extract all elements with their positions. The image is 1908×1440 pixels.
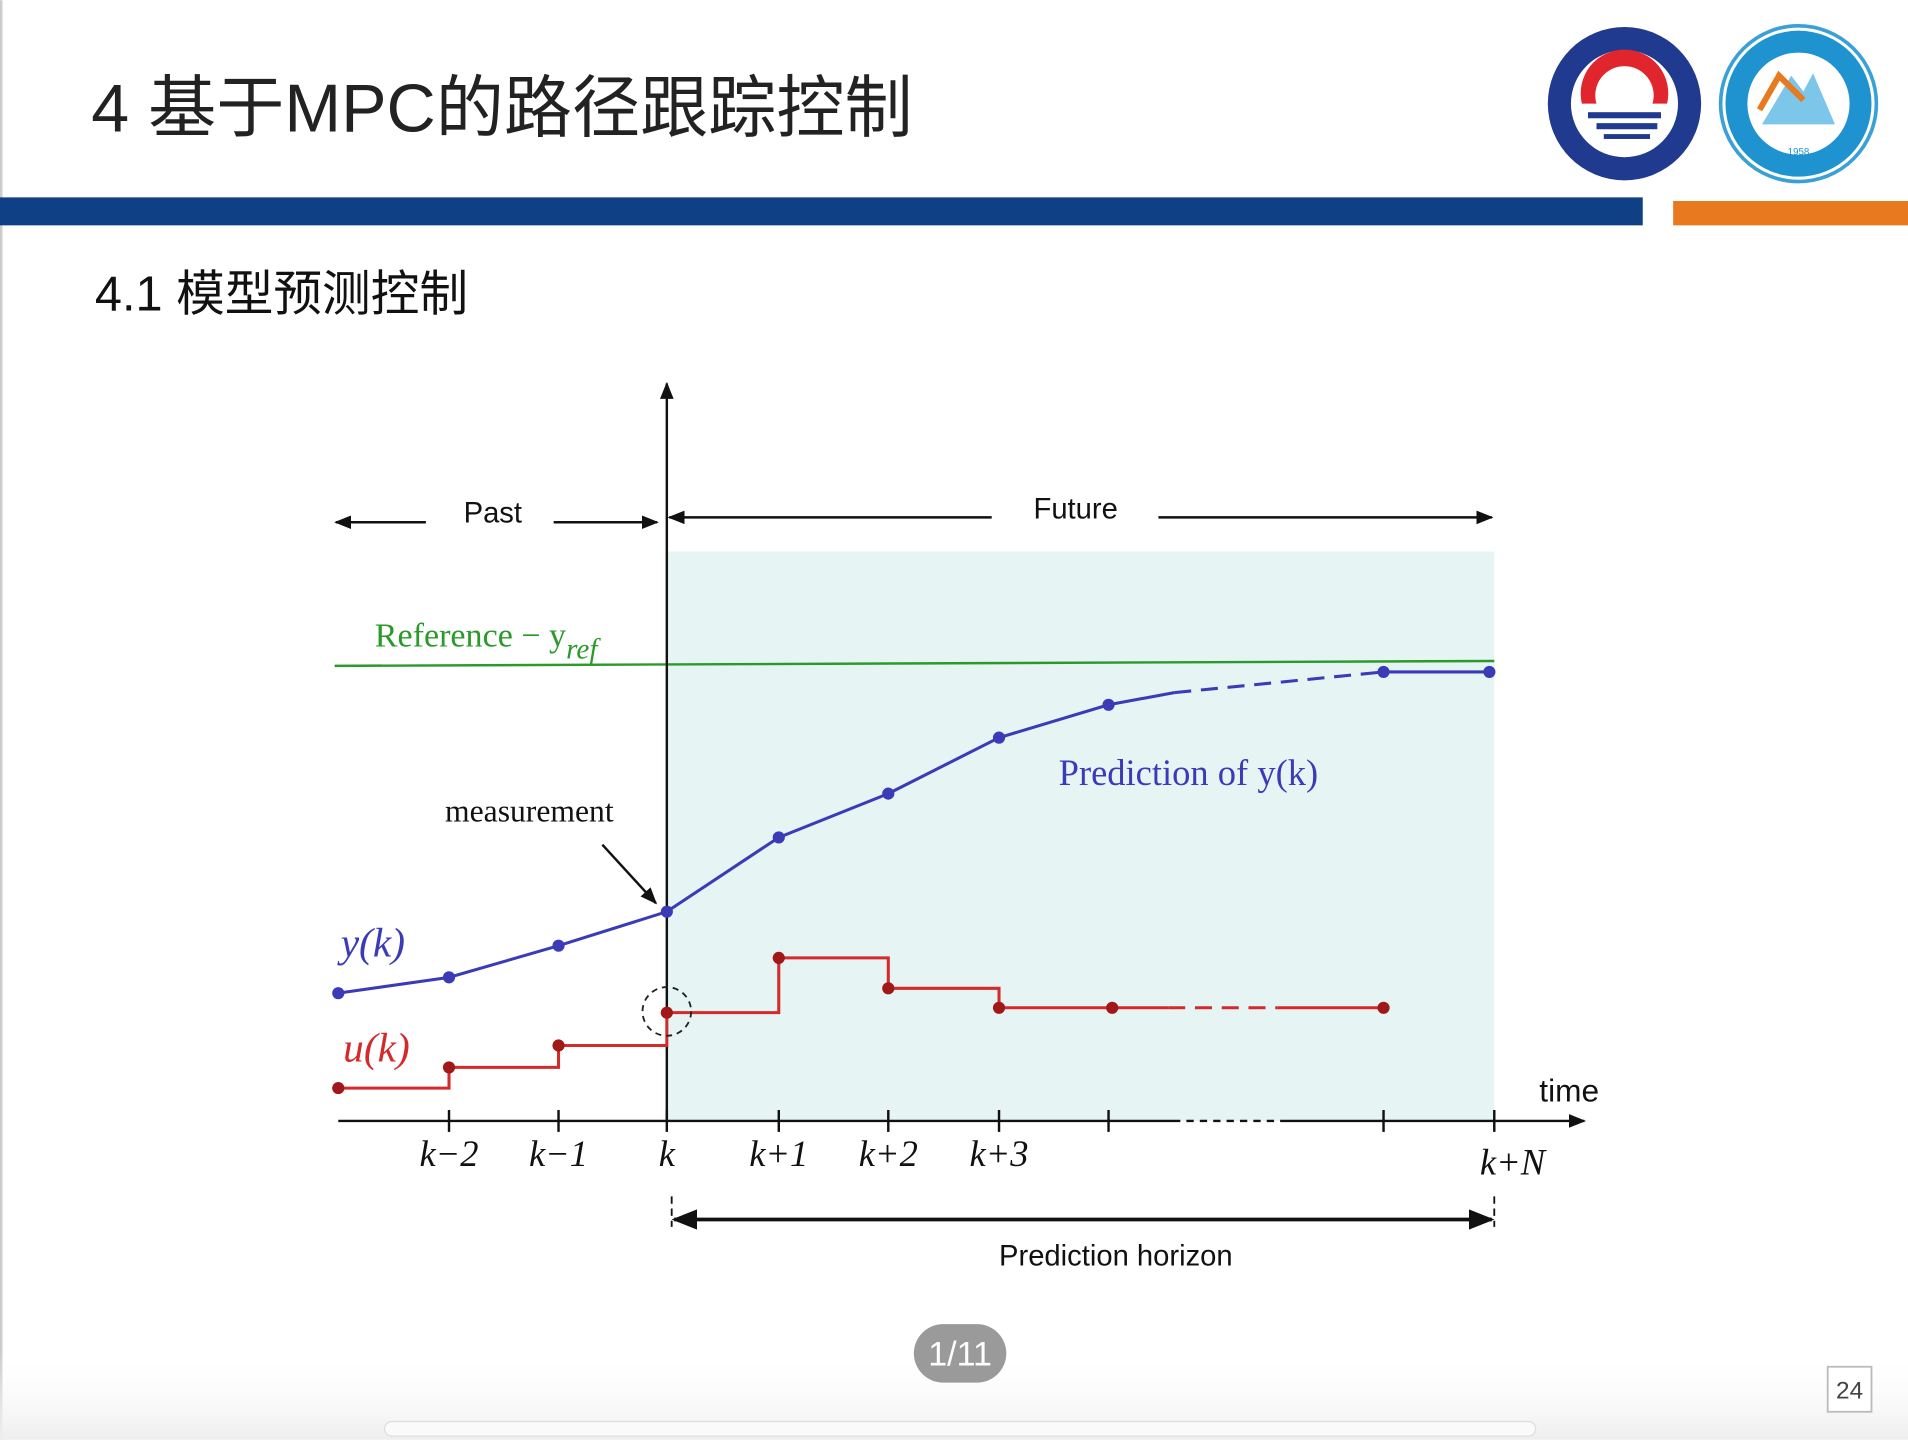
input-point (1106, 1001, 1119, 1014)
reference-line (334, 659, 1495, 668)
section-subtitle: 4.1 模型预测控制 (95, 268, 468, 322)
time-tick-label: k+2 (859, 1133, 918, 1174)
input-point (992, 1001, 1006, 1014)
past-label: Past (464, 497, 522, 529)
slide-title: 4 基于MPC的路径跟踪控制 (91, 71, 912, 147)
time-tick-label: k (659, 1133, 676, 1174)
input-point (1377, 1001, 1390, 1014)
input-point (332, 1082, 345, 1095)
svg-text:1/11: 1/11 (928, 1336, 992, 1374)
qinghai-university-logo (1547, 27, 1702, 181)
current-input-highlight (641, 986, 693, 1037)
page-indicator: 1/11 (913, 1324, 1007, 1383)
prediction-horizon-label: Prediction horizon (999, 1241, 1233, 1273)
input-step-line (338, 956, 1169, 1090)
output-point (552, 939, 565, 952)
time-tick-label: k+N (1480, 1141, 1548, 1182)
input-point (660, 1006, 673, 1019)
output-point (332, 987, 345, 1000)
svg-text:24: 24 (1836, 1377, 1863, 1404)
future-label: Future (1034, 494, 1118, 526)
time-tick-label: k+1 (749, 1133, 808, 1174)
header-bar-orange (1673, 201, 1908, 226)
input-label: u(k) (343, 1024, 410, 1071)
output-point (660, 905, 673, 918)
prediction-label: Prediction of y(k) (1059, 752, 1319, 793)
input-point (442, 1061, 456, 1074)
output-point (992, 731, 1006, 744)
output-point (772, 831, 785, 844)
reference-label: Reference − yref (375, 617, 602, 665)
input-point (882, 982, 895, 995)
logo-year: 1958 (1788, 147, 1810, 158)
mpc-diagram: k−2 k−1 k k+1 k+2 k+3 k+N Past Future Referenc… (332, 381, 1599, 1273)
measurement-label: measurement (445, 794, 614, 829)
output-point (1483, 665, 1496, 679)
output-point (1102, 698, 1115, 711)
future-shaded-region (666, 551, 1495, 1121)
slide-number: 24 (1826, 1365, 1873, 1413)
time-tick-label: k−1 (529, 1133, 588, 1174)
output-label: y(k) (337, 920, 405, 967)
output-point (1377, 665, 1390, 679)
output-predicted-dashed (1174, 670, 1384, 695)
time-label: time (1539, 1072, 1599, 1108)
time-tick-label: k+3 (969, 1133, 1028, 1174)
time-tick-label: k−2 (419, 1133, 478, 1174)
output-point (882, 787, 895, 800)
measurement-arrow (601, 843, 658, 905)
input-point (552, 1039, 565, 1052)
output-point (442, 971, 456, 984)
school-of-mechanical-engineering-logo: 1958 (1718, 23, 1879, 184)
horizontal-scrollbar[interactable] (383, 1420, 1537, 1437)
header-bar-blue (0, 197, 1643, 226)
input-point (772, 951, 785, 964)
